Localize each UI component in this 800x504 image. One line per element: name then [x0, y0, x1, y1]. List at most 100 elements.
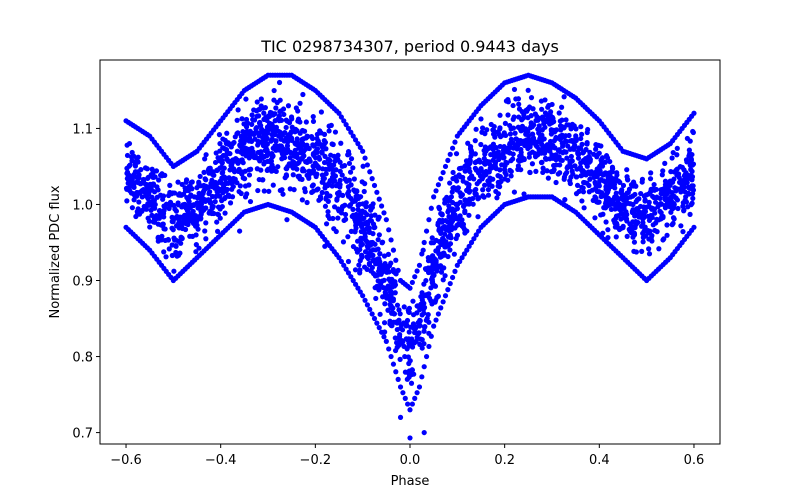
data-point	[608, 183, 614, 190]
data-point	[388, 260, 394, 266]
data-point	[386, 269, 392, 275]
data-point	[262, 159, 268, 165]
data-point	[674, 145, 680, 151]
data-point	[233, 156, 239, 162]
data-point	[430, 240, 437, 246]
data-point	[194, 222, 200, 228]
data-point	[220, 145, 226, 151]
data-point	[299, 154, 306, 161]
data-point	[345, 193, 352, 199]
data-point	[368, 213, 374, 219]
data-point	[566, 132, 572, 139]
data-point	[331, 162, 337, 168]
data-point	[426, 217, 432, 223]
data-point	[243, 116, 250, 123]
data-point	[193, 249, 199, 255]
data-point	[310, 182, 316, 188]
data-point	[468, 239, 475, 246]
data-point	[598, 162, 605, 168]
data-point	[326, 161, 332, 167]
data-point	[185, 221, 191, 228]
data-point	[419, 303, 426, 309]
data-point	[201, 182, 207, 189]
data-point	[429, 277, 435, 283]
data-point	[336, 255, 342, 261]
data-point	[592, 215, 598, 221]
data-point	[423, 228, 430, 234]
data-point	[310, 118, 317, 125]
data-point	[624, 233, 630, 239]
data-point	[527, 125, 534, 131]
data-point	[176, 220, 182, 226]
data-point	[657, 195, 663, 202]
data-point	[364, 221, 370, 227]
data-point	[331, 226, 337, 232]
data-point	[271, 87, 277, 94]
data-point	[529, 131, 536, 137]
data-point	[303, 119, 309, 125]
data-point	[160, 221, 166, 227]
data-point	[510, 102, 516, 109]
data-point	[352, 198, 358, 204]
data-point	[464, 160, 470, 167]
data-point	[150, 174, 157, 180]
data-point	[363, 200, 369, 206]
data-point	[507, 131, 514, 137]
data-point	[383, 290, 389, 297]
data-point	[153, 168, 160, 174]
data-point	[593, 146, 599, 152]
data-point	[276, 133, 282, 139]
data-point	[573, 133, 579, 139]
data-point	[352, 267, 359, 273]
data-point	[584, 129, 590, 136]
data-point	[364, 243, 370, 249]
data-point	[409, 401, 415, 407]
data-point	[361, 264, 368, 270]
data-point	[292, 141, 299, 147]
data-point	[258, 123, 264, 129]
data-point	[360, 293, 366, 299]
data-point	[376, 287, 382, 293]
data-point	[510, 145, 517, 151]
data-point	[587, 158, 593, 164]
data-point	[426, 291, 432, 297]
data-point	[428, 205, 434, 211]
data-point	[197, 173, 203, 180]
data-point	[448, 217, 454, 223]
data-point	[659, 172, 665, 178]
data-point	[338, 114, 344, 120]
data-point	[658, 191, 664, 197]
data-point	[587, 176, 593, 182]
data-point	[377, 251, 383, 257]
data-point	[631, 248, 637, 254]
data-point	[614, 170, 620, 176]
data-point	[631, 239, 638, 245]
data-point	[689, 177, 695, 183]
data-point	[414, 268, 420, 274]
data-point	[135, 154, 141, 160]
data-point	[227, 178, 234, 184]
data-point	[300, 91, 306, 98]
data-point	[421, 364, 427, 370]
data-point	[247, 198, 254, 205]
data-point	[507, 167, 513, 173]
data-point	[267, 109, 273, 116]
data-point	[271, 97, 277, 103]
data-point	[335, 215, 341, 221]
data-point	[217, 141, 223, 147]
data-point	[419, 251, 425, 257]
data-point	[618, 216, 624, 222]
data-point	[432, 283, 439, 289]
data-point	[639, 176, 646, 182]
data-point	[416, 384, 423, 390]
data-point	[525, 106, 531, 112]
data-point	[405, 401, 411, 407]
data-point	[683, 194, 689, 200]
data-point	[404, 346, 410, 352]
data-point	[671, 193, 677, 199]
data-point	[292, 129, 298, 135]
data-point	[517, 158, 523, 164]
data-point	[376, 268, 382, 274]
data-point	[260, 177, 266, 183]
data-point	[584, 141, 590, 147]
